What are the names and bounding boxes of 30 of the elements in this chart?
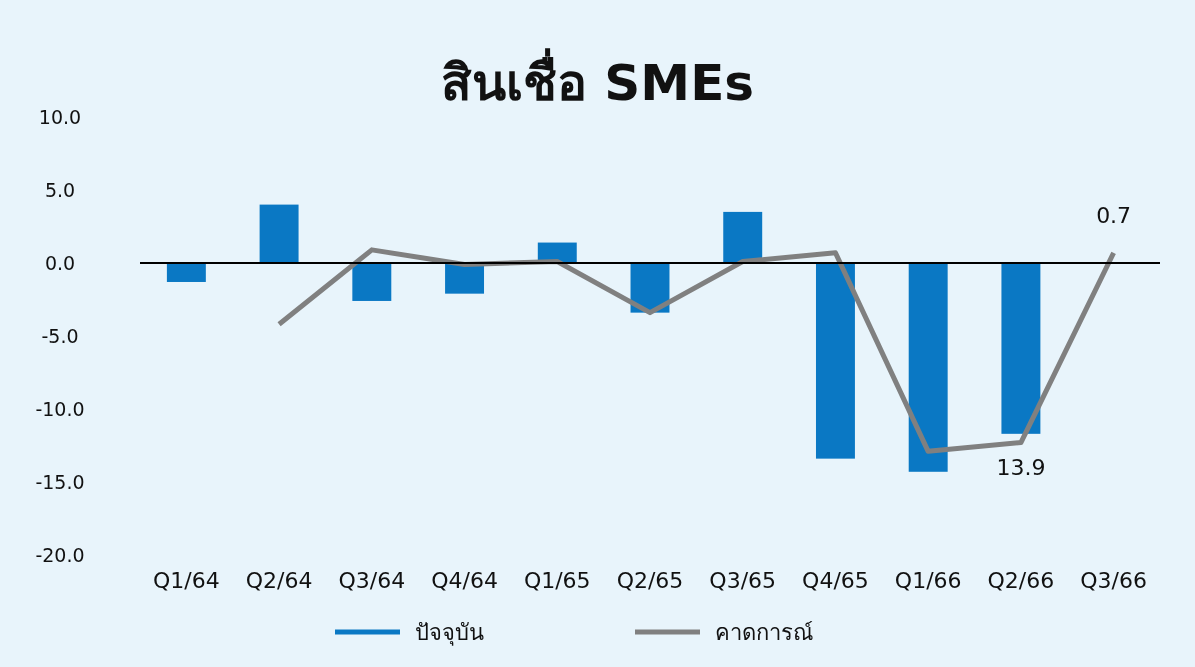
legend-label: คาดการณ์ bbox=[715, 620, 813, 645]
bar bbox=[352, 263, 392, 301]
x-tick-label: Q1/66 bbox=[894, 568, 962, 593]
data-label: 0.7 bbox=[1096, 202, 1132, 228]
chart-title: สินเชื่อ SMEs bbox=[440, 48, 755, 112]
x-tick-label: Q4/64 bbox=[431, 568, 498, 593]
y-tick-label: 5.0 bbox=[44, 179, 76, 201]
bar bbox=[166, 263, 206, 282]
y-tick-label: 10.0 bbox=[38, 106, 82, 128]
annotation: 13.9 bbox=[996, 454, 1046, 480]
bar bbox=[1001, 263, 1041, 434]
bar bbox=[908, 263, 948, 472]
legend-label: ปัจจุบัน bbox=[415, 620, 484, 646]
x-tick-label: Q2/66 bbox=[987, 568, 1055, 593]
x-tick-label: Q2/64 bbox=[245, 568, 313, 593]
bar bbox=[815, 263, 855, 459]
x-tick-label: Q1/64 bbox=[153, 568, 220, 593]
y-tick-label: -10.0 bbox=[35, 398, 85, 420]
x-tick-label: Q3/65 bbox=[709, 568, 777, 593]
bar bbox=[259, 204, 299, 263]
x-tick-label: Q4/65 bbox=[802, 568, 869, 593]
x-tick-label: Q2/65 bbox=[616, 568, 684, 593]
x-tick-label: Q3/66 bbox=[1080, 568, 1147, 593]
bar bbox=[723, 211, 763, 263]
y-tick-label: 0.0 bbox=[44, 252, 76, 274]
y-tick-label: -5.0 bbox=[41, 325, 79, 347]
y-tick-label: -15.0 bbox=[35, 471, 85, 493]
y-tick-label: -20.0 bbox=[35, 544, 85, 566]
x-tick-label: Q1/65 bbox=[523, 568, 591, 593]
x-tick-label: Q3/64 bbox=[338, 568, 406, 593]
